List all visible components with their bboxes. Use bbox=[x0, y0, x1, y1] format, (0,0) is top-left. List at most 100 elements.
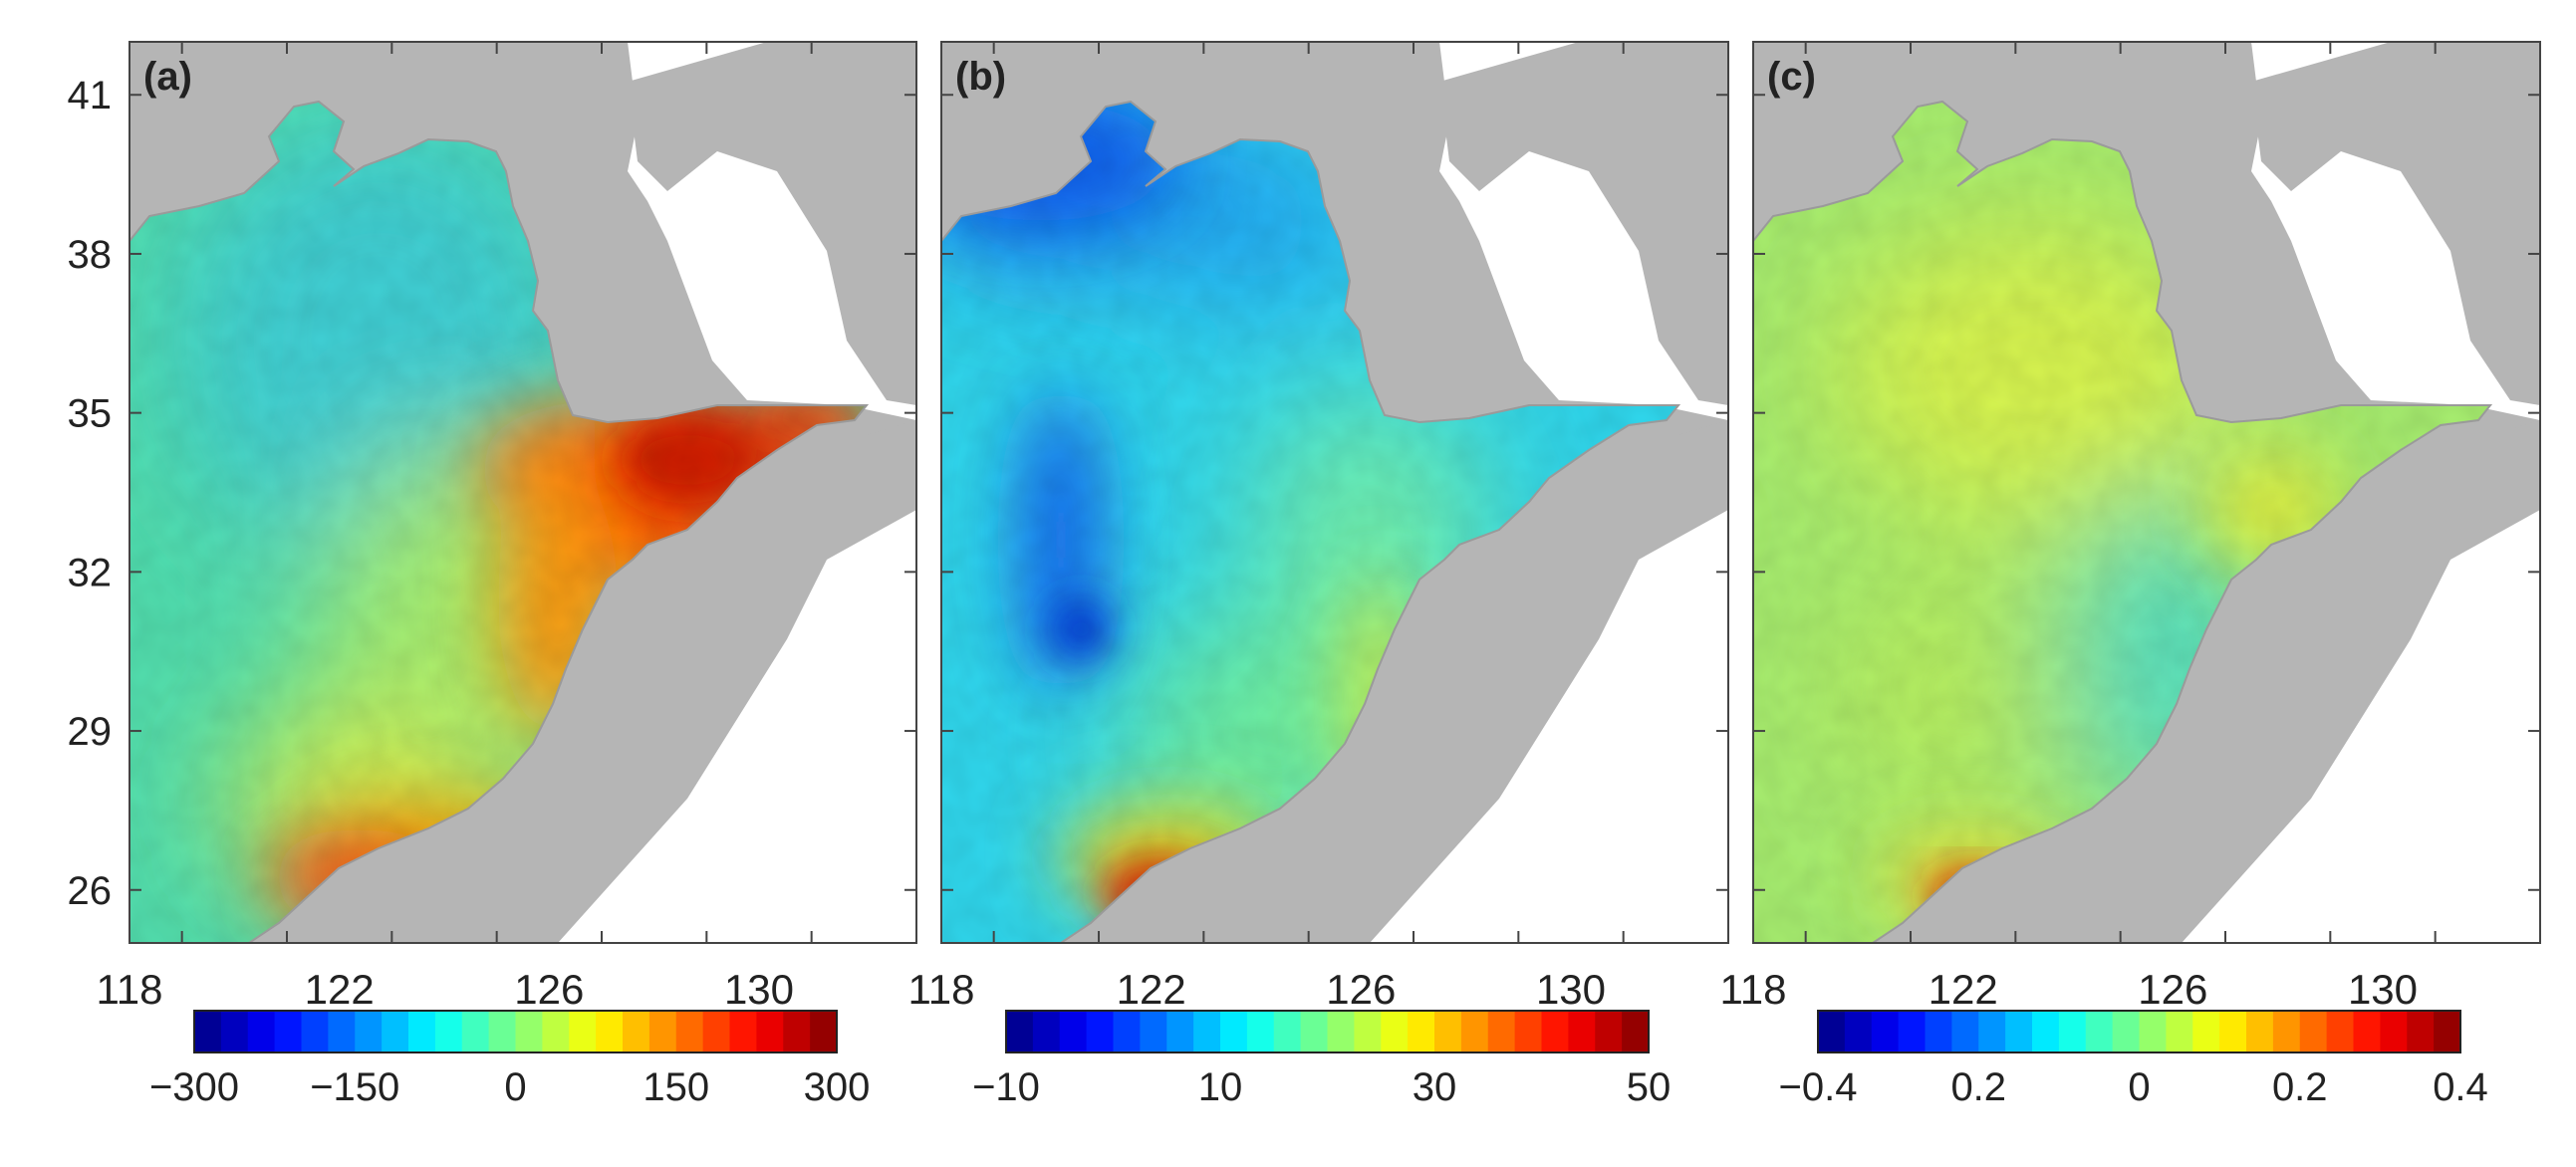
y-axis-labels: 41 38 35 32 29 26 bbox=[68, 74, 113, 913]
panel-frame bbox=[129, 41, 917, 944]
colorbar-segment bbox=[2166, 1011, 2193, 1052]
colorbar-segment bbox=[1925, 1011, 1952, 1052]
colorbar-tick-label: 0 bbox=[2128, 1065, 2150, 1109]
colorbar-segment bbox=[1568, 1011, 1596, 1052]
colorbar-segment bbox=[1006, 1011, 1034, 1052]
colorbar-tick-label: 0.2 bbox=[1950, 1065, 2006, 1109]
colorbar-b: 118 122 126 130 −10 10 30 50 bbox=[908, 966, 1672, 1109]
x-tick-label: 122 bbox=[305, 966, 375, 1013]
panel-b: (b) bbox=[940, 41, 1729, 944]
colorbar-segment bbox=[247, 1011, 276, 1052]
colorbar-segment bbox=[1898, 1011, 1927, 1052]
colorbar-segment bbox=[1514, 1011, 1543, 1052]
x-ticks bbox=[992, 42, 1625, 943]
y-tick-label: 41 bbox=[68, 74, 113, 117]
x-tick-label: 118 bbox=[908, 966, 975, 1013]
open-ocean bbox=[558, 42, 916, 943]
panel-label: (c) bbox=[1767, 55, 1816, 99]
colorbar-segment bbox=[1220, 1011, 1248, 1052]
colorbar-c: 118 122 126 130 −0.4 0.2 0 0.2 0.4 bbox=[1720, 966, 2488, 1109]
open-ocean bbox=[2182, 42, 2540, 943]
colorbar-segment bbox=[2353, 1011, 2381, 1052]
colorbar-segment bbox=[2380, 1011, 2408, 1052]
y-tick-label: 35 bbox=[68, 392, 113, 436]
panel-c: (c) bbox=[1752, 41, 2541, 944]
colorbar-frame bbox=[193, 1010, 838, 1053]
colorbar-segment bbox=[729, 1011, 757, 1052]
x-tick-label: 126 bbox=[2138, 966, 2207, 1013]
korea-land bbox=[1439, 42, 1728, 405]
colorbar-segment bbox=[2299, 1011, 2328, 1052]
colorbar-segment bbox=[408, 1011, 436, 1052]
colorbar-segment bbox=[1844, 1011, 1873, 1052]
colorbar-segment bbox=[1818, 1011, 1846, 1052]
colorbar-segment bbox=[1871, 1011, 1900, 1052]
colorbar-segment bbox=[1166, 1011, 1194, 1052]
colorbar-segment bbox=[1978, 1011, 2006, 1052]
colorbar-segment bbox=[2192, 1011, 2220, 1052]
colorbar-segment bbox=[675, 1011, 704, 1052]
colorbar-segment bbox=[623, 1011, 650, 1052]
x-tick-label: 118 bbox=[1720, 966, 1787, 1013]
colorbar-segment bbox=[783, 1011, 811, 1052]
colorbar-tick-label: −300 bbox=[149, 1065, 239, 1109]
colorbar-segment bbox=[1113, 1011, 1141, 1052]
colorbar-tick-label: 50 bbox=[1627, 1065, 1672, 1109]
colorbar-tick-label: 300 bbox=[804, 1065, 871, 1109]
colorbar-segment bbox=[2407, 1011, 2435, 1052]
colorbar-segment bbox=[756, 1011, 784, 1052]
panel-label: (b) bbox=[955, 55, 1006, 99]
y-ticks bbox=[941, 94, 1728, 891]
colorbar-segment bbox=[1460, 1011, 1489, 1052]
colorbar-segment bbox=[1086, 1011, 1115, 1052]
japan-land bbox=[2470, 420, 2540, 510]
x-tick-label: 126 bbox=[1326, 966, 1396, 1013]
colorbar-segment bbox=[1300, 1011, 1329, 1052]
korea-land bbox=[628, 42, 916, 405]
y-tick-label: 29 bbox=[68, 710, 113, 754]
colorbar-segment bbox=[382, 1011, 409, 1052]
colorbar-segment bbox=[1327, 1011, 1355, 1052]
colorbar-segment bbox=[488, 1011, 517, 1052]
colorbar-segment bbox=[1434, 1011, 1462, 1052]
x-tick-label: 130 bbox=[1536, 966, 1606, 1013]
colorbar-tick-label: 0.4 bbox=[2433, 1065, 2488, 1109]
panel-frame bbox=[940, 41, 1729, 944]
colorbar-tick-label: 30 bbox=[1413, 1065, 1457, 1109]
colorbar-segment bbox=[2434, 1011, 2461, 1052]
colorbar-segment bbox=[2085, 1011, 2114, 1052]
colorbar-tick-label: 0 bbox=[504, 1065, 526, 1109]
open-ocean bbox=[1370, 42, 1728, 943]
colorbar-segment bbox=[1381, 1011, 1409, 1052]
colorbar-segment bbox=[1193, 1011, 1221, 1052]
colorbar-segment bbox=[1140, 1011, 1167, 1052]
colorbar-segment bbox=[194, 1011, 222, 1052]
colorbar-segment bbox=[542, 1011, 570, 1052]
colorbar-a: 118 122 126 130 −300 −150 0 150 300 bbox=[97, 966, 871, 1109]
colorbar-segment bbox=[569, 1011, 597, 1052]
colorbar-tick-label: 0.2 bbox=[2272, 1065, 2328, 1109]
colorbar-tick-label: −0.4 bbox=[1779, 1065, 1858, 1109]
colorbar-segment bbox=[1622, 1011, 1650, 1052]
x-ticks bbox=[180, 42, 813, 943]
panel-frame bbox=[1752, 41, 2541, 944]
colorbar-segment bbox=[2112, 1011, 2141, 1052]
colorbar-segment bbox=[702, 1011, 731, 1052]
japan-land bbox=[847, 420, 916, 510]
colorbar-segment bbox=[2032, 1011, 2060, 1052]
x-tick-label: 122 bbox=[1929, 966, 1998, 1013]
colorbar-segment bbox=[1273, 1011, 1302, 1052]
colorbar-segment bbox=[1951, 1011, 1979, 1052]
colorbar-tick-label: −150 bbox=[310, 1065, 399, 1109]
colorbar-segment bbox=[461, 1011, 490, 1052]
colorbar-segment bbox=[2326, 1011, 2355, 1052]
colorbar-segment bbox=[2272, 1011, 2301, 1052]
colorbar-frame bbox=[1817, 1010, 2461, 1053]
x-tick-label: 118 bbox=[97, 966, 163, 1013]
colorbar-segment bbox=[648, 1011, 677, 1052]
colorbar-segment bbox=[220, 1011, 249, 1052]
colorbar-segment bbox=[274, 1011, 303, 1052]
korea-land bbox=[2251, 42, 2540, 405]
y-tick-label: 38 bbox=[68, 233, 113, 277]
